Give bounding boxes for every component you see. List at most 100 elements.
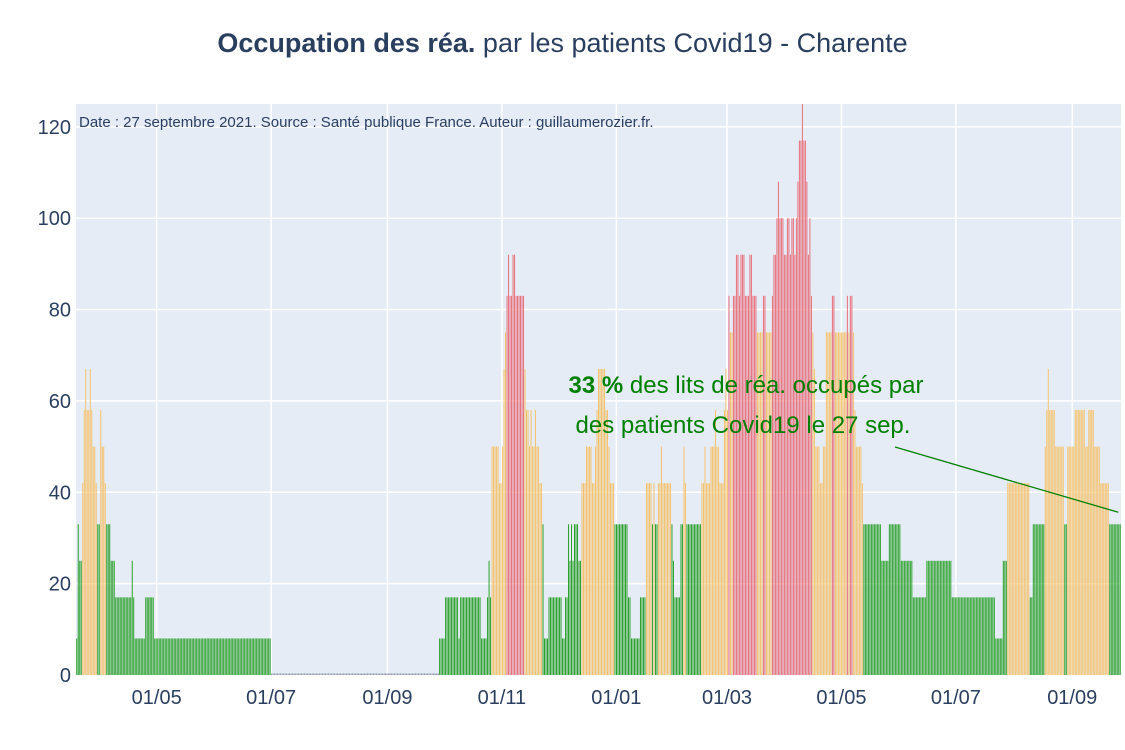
bar: [858, 446, 860, 675]
bar: [125, 597, 127, 675]
bar: [103, 446, 105, 675]
bar: [1118, 524, 1120, 675]
bar: [791, 218, 793, 675]
bar: [479, 597, 481, 675]
bar: [604, 368, 605, 675]
bar: [218, 638, 220, 675]
bar: [765, 332, 767, 675]
bar: [86, 410, 88, 675]
bar: [332, 673, 334, 675]
bar: [998, 638, 1000, 675]
bar: [1107, 483, 1109, 675]
bar: [374, 673, 376, 675]
bar: [761, 332, 763, 675]
bar: [795, 218, 797, 675]
bar: [409, 673, 411, 675]
bar: [737, 254, 739, 676]
bar: [612, 483, 614, 675]
bar: [986, 597, 988, 675]
bar: [500, 483, 502, 675]
bar: [139, 638, 141, 675]
bar: [476, 597, 478, 675]
bar: [376, 673, 378, 675]
bar: [842, 332, 844, 675]
bar: [493, 446, 495, 675]
bar: [535, 410, 537, 675]
bar: [79, 560, 81, 675]
bar: [143, 638, 145, 675]
bar: [148, 597, 150, 675]
bar: [755, 295, 757, 675]
bar: [544, 638, 546, 675]
bar: [957, 597, 959, 675]
bar: [720, 483, 722, 675]
bar: [401, 673, 403, 675]
bar: [750, 254, 752, 676]
annotation-line1-rest: des lits de réa. occupés par: [623, 372, 923, 399]
bar: [302, 673, 304, 675]
bar: [783, 254, 785, 676]
bar: [292, 673, 294, 675]
bar: [983, 597, 985, 675]
bar: [872, 524, 874, 675]
bar: [656, 524, 658, 675]
bar: [696, 524, 698, 675]
bar: [867, 524, 869, 675]
bar: [1053, 410, 1055, 675]
x-tick-label: 01/11: [478, 687, 527, 709]
bar: [833, 295, 835, 675]
bar: [621, 524, 623, 675]
bar: [680, 524, 682, 675]
bar: [206, 638, 208, 675]
bar: [347, 673, 349, 675]
bar: [752, 295, 754, 675]
bar: [630, 638, 632, 675]
bar: [94, 446, 96, 675]
bar: [786, 218, 788, 675]
bar: [427, 673, 429, 675]
bar: [241, 638, 243, 675]
bar: [445, 597, 447, 675]
chart-title-bold: Occupation des réa.: [217, 28, 476, 58]
bar: [704, 446, 706, 675]
bar: [845, 332, 847, 675]
bar: [407, 673, 409, 675]
bar: [1040, 524, 1042, 675]
bar: [809, 218, 811, 675]
bar: [443, 638, 445, 675]
bar: [392, 673, 394, 675]
bar: [137, 638, 139, 675]
bar: [980, 597, 982, 675]
bar: [371, 673, 373, 675]
bar: [418, 673, 420, 675]
bar: [846, 295, 848, 675]
bar: [689, 524, 691, 675]
bar: [959, 597, 961, 675]
bar: [278, 673, 280, 675]
y-tick-label: 60: [49, 391, 71, 413]
bar: [927, 560, 929, 675]
bar: [1079, 410, 1081, 675]
bar: [142, 638, 144, 675]
bar: [385, 673, 387, 675]
bar: [230, 638, 232, 675]
bar: [100, 410, 102, 675]
bar: [1044, 446, 1046, 675]
bar: [149, 597, 151, 675]
bar: [448, 597, 450, 675]
bar: [116, 597, 118, 675]
bar: [990, 597, 992, 675]
bar: [903, 560, 905, 675]
bar: [1082, 410, 1084, 675]
bar: [1029, 597, 1031, 675]
bar: [747, 295, 749, 675]
bar: [551, 597, 553, 675]
bar: [908, 560, 910, 675]
bar: [587, 446, 589, 675]
bar: [608, 446, 610, 675]
bar: [473, 597, 475, 675]
bar: [130, 597, 132, 675]
bar: [1011, 483, 1013, 675]
bar: [341, 673, 343, 675]
bar: [731, 332, 733, 675]
